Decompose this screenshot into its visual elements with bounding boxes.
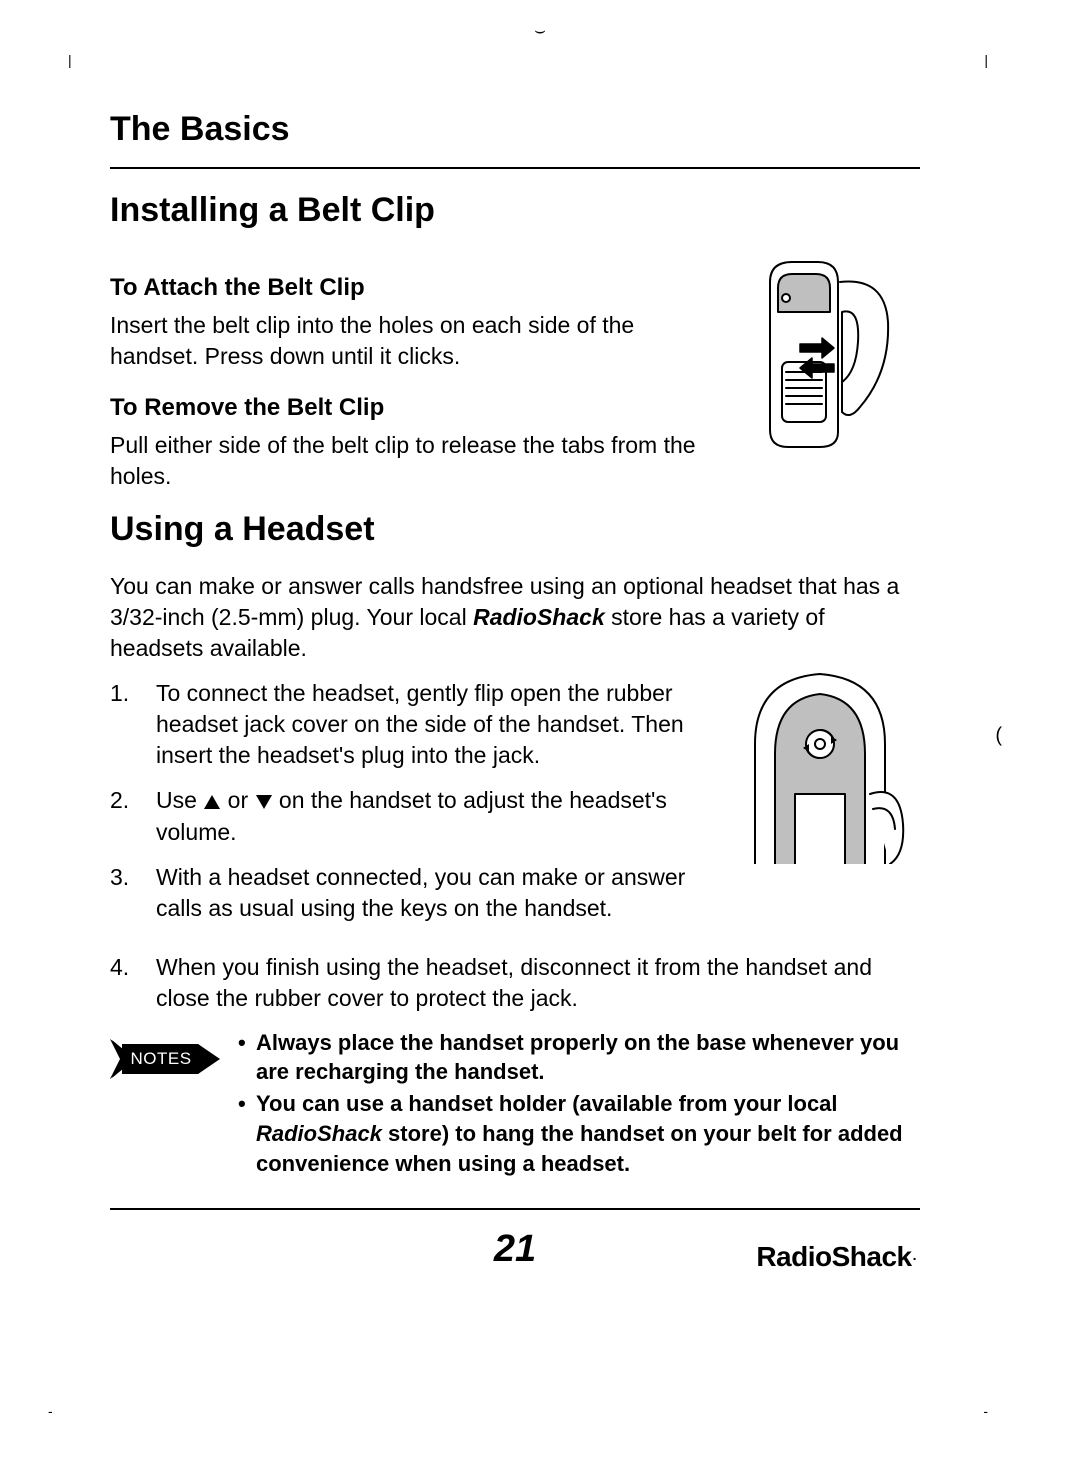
crop-mark: -	[48, 1403, 53, 1419]
step-3: With a headset connected, you can make o…	[110, 862, 700, 924]
step-2: Use or on the handset to adjust the head…	[110, 785, 700, 847]
page-footer: 21 RadioShack.	[110, 1208, 920, 1271]
rule	[110, 167, 920, 169]
figure-headset	[720, 664, 920, 864]
sub-heading-remove: To Remove the Belt Clip	[110, 394, 700, 422]
intro-brand: RadioShack	[473, 604, 605, 630]
crop-mark: |	[68, 52, 72, 68]
notes-label: NOTES	[130, 1049, 191, 1069]
headset-section: To connect the headset, gently flip open…	[110, 664, 920, 937]
step-1: To connect the headset, gently flip open…	[110, 678, 700, 771]
crop-mark: -	[983, 1403, 988, 1419]
note-2: You can use a handset holder (available …	[238, 1089, 920, 1178]
beltclip-section: To Attach the Belt Clip Insert the belt …	[110, 252, 920, 492]
headset-illustration	[725, 664, 915, 864]
section-heading-installing: Installing a Belt Clip	[110, 191, 920, 230]
notes-block: NOTES Always place the handset properly …	[110, 1028, 920, 1180]
crop-mark: ⌣	[534, 20, 546, 41]
down-triangle-icon	[255, 794, 273, 810]
body-remove: Pull either side of the belt clip to rel…	[110, 430, 700, 492]
crop-mark: |	[984, 52, 988, 68]
step-4: When you finish using the headset, disco…	[110, 952, 920, 1014]
brand-logo: RadioShack.	[756, 1241, 916, 1273]
note-1: Always place the handset properly on the…	[238, 1028, 920, 1087]
section-heading-headset: Using a Headset	[110, 510, 920, 549]
beltclip-illustration	[730, 252, 910, 452]
up-triangle-icon	[203, 794, 221, 810]
headset-steps-col: To connect the headset, gently flip open…	[110, 664, 700, 937]
chapter-title: The Basics	[110, 110, 920, 149]
figure-beltclip	[720, 252, 920, 452]
notes-list: Always place the handset properly on the…	[238, 1028, 920, 1180]
body-attach: Insert the belt clip into the holes on e…	[110, 310, 700, 372]
notes-tag: NOTES	[110, 1034, 220, 1084]
headset-steps-cont: When you finish using the headset, disco…	[110, 952, 920, 1014]
page-content: The Basics Installing a Belt Clip To Att…	[110, 110, 920, 1180]
headset-intro: You can make or answer calls handsfree u…	[110, 571, 920, 664]
sub-heading-attach: To Attach the Belt Clip	[110, 274, 700, 302]
beltclip-text: To Attach the Belt Clip Insert the belt …	[110, 252, 700, 492]
footer-rule	[110, 1208, 920, 1210]
footer-row: 21 RadioShack.	[110, 1228, 920, 1271]
crop-mark: (	[995, 724, 1002, 747]
page-number: 21	[494, 1228, 536, 1271]
headset-steps: To connect the headset, gently flip open…	[110, 678, 700, 923]
